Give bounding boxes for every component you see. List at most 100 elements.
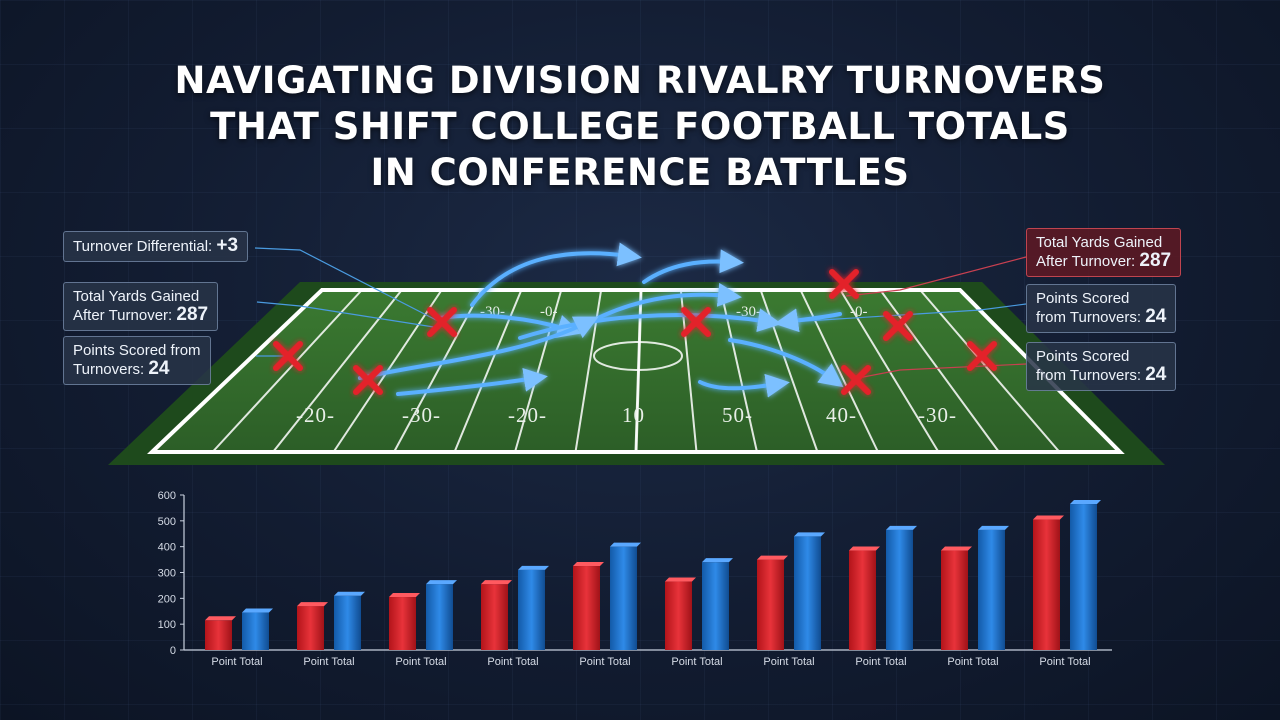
bar-top-red	[297, 602, 328, 607]
bar-top-red	[481, 580, 512, 585]
play-arrow	[698, 373, 790, 398]
turnover-x-icon	[427, 307, 457, 337]
bottom-yard-number: -20-	[296, 403, 335, 427]
bars	[205, 500, 1101, 650]
callout-yards-after-turnover-right: Total Yards Gained After Turnover: 287	[1026, 228, 1182, 277]
turnover-x-icon	[681, 307, 711, 337]
bar-top-red	[941, 546, 972, 551]
bar-blue	[794, 536, 821, 650]
bar-top-blue	[334, 591, 365, 596]
y-tick-label: 0	[170, 645, 176, 657]
connector-line	[789, 303, 1027, 323]
turnover-markers	[273, 269, 997, 395]
top-yard-number: -0-	[540, 304, 558, 320]
bar-red	[941, 550, 968, 650]
football-field: -30- -0- -30- -0- -20- -30- -20- 10 50- …	[108, 282, 1165, 465]
play-arrows	[358, 242, 844, 398]
x-tick-label: Point Total	[1039, 656, 1090, 668]
callout-value: 24	[1145, 306, 1167, 327]
turnover-x-icon	[273, 341, 303, 371]
callout-label: Points Scored from	[73, 342, 201, 359]
turnover-x-icon	[883, 311, 913, 341]
x-tick-label: Point Total	[487, 656, 538, 668]
turnover-x-icon	[841, 365, 871, 395]
callout-label: After Turnover:	[73, 307, 177, 324]
bar-top-blue	[1070, 500, 1101, 505]
bar-red	[297, 606, 324, 650]
connector-line	[857, 363, 1027, 379]
bar-red	[849, 550, 876, 650]
bar-top-red	[573, 562, 604, 567]
bar-top-red	[665, 577, 696, 582]
bar-top-red	[1033, 515, 1064, 520]
y-tick-label: 600	[158, 490, 176, 502]
play-arrow	[728, 338, 844, 388]
bar-red	[1033, 519, 1060, 650]
bar-blue	[610, 546, 637, 650]
bottom-yard-number: 40-	[826, 403, 857, 427]
callout-value: 287	[1139, 250, 1172, 271]
bar-blue	[702, 562, 729, 650]
y-tick-label: 400	[158, 542, 176, 554]
bar-top-blue	[978, 525, 1009, 530]
callout-value: 24	[148, 358, 170, 379]
callout-label: from Turnovers:	[1036, 367, 1146, 384]
x-tick-label: Point Total	[671, 656, 722, 668]
bar-blue	[886, 529, 913, 650]
callout-connectors	[254, 247, 1027, 379]
callout-label: After Turnover:	[1036, 253, 1140, 270]
yard-line	[839, 289, 940, 453]
midfield-circle	[593, 341, 683, 371]
bar-red	[481, 584, 508, 650]
x-tick-label: Point Total	[395, 656, 446, 668]
bottom-yard-number: 50-	[722, 403, 753, 427]
bar-top-blue	[610, 542, 641, 547]
bar-top-blue	[794, 532, 825, 537]
connector-line	[256, 301, 441, 329]
x-tick-label: Point Total	[303, 656, 354, 668]
title-line-2: THAT SHIFT COLLEGE FOOTBALL TOTALS	[210, 105, 1070, 148]
callout-label: from Turnovers:	[1036, 309, 1146, 326]
turnover-x-icon	[353, 365, 383, 395]
bottom-yard-number: -20-	[508, 403, 547, 427]
yard-line	[919, 289, 1061, 453]
bar-red	[389, 597, 416, 650]
bar-top-blue	[426, 580, 457, 585]
bar-blue	[426, 584, 453, 650]
callout-label: Total Yards Gained	[1036, 234, 1163, 251]
bar-top-red	[849, 546, 880, 551]
callout-value: 287	[176, 304, 209, 325]
bar-blue	[1070, 504, 1097, 650]
bar-red	[757, 559, 784, 650]
bar-top-blue	[518, 565, 549, 570]
bar-red	[665, 581, 692, 650]
bar-top-blue	[886, 525, 917, 530]
x-tick-label: Point Total	[579, 656, 630, 668]
callout-label: Points Scored	[1036, 290, 1130, 307]
bar-red	[573, 566, 600, 650]
callout-points-from-turnovers-right-2: Points Scored from Turnovers: 24	[1026, 342, 1177, 391]
callout-value: 24	[1145, 364, 1167, 385]
bar-blue	[242, 612, 269, 650]
play-arrow	[588, 282, 742, 324]
play-arrow	[642, 249, 744, 284]
callout-label: Turnovers:	[73, 361, 149, 378]
y-tick-label: 300	[158, 568, 176, 580]
play-arrow	[396, 367, 548, 396]
connector-line	[254, 247, 441, 323]
play-arrow	[518, 308, 782, 340]
callout-yards-after-turnover: Total Yards Gained After Turnover: 287	[63, 282, 219, 331]
bar-blue	[518, 569, 545, 650]
bar-top-blue	[702, 558, 733, 563]
bottom-yard-number: 10	[622, 403, 645, 427]
play-arrow	[470, 242, 642, 307]
callout-label: Turnover Differential:	[73, 238, 217, 255]
turnover-x-icon	[829, 269, 859, 299]
bar-blue	[978, 529, 1005, 650]
x-tick-label: Point Total	[855, 656, 906, 668]
bottom-yard-number: -30-	[402, 403, 441, 427]
callout-label: Points Scored	[1036, 348, 1130, 365]
bar-top-blue	[242, 608, 273, 613]
bottom-yard-number: -30-	[918, 403, 957, 427]
